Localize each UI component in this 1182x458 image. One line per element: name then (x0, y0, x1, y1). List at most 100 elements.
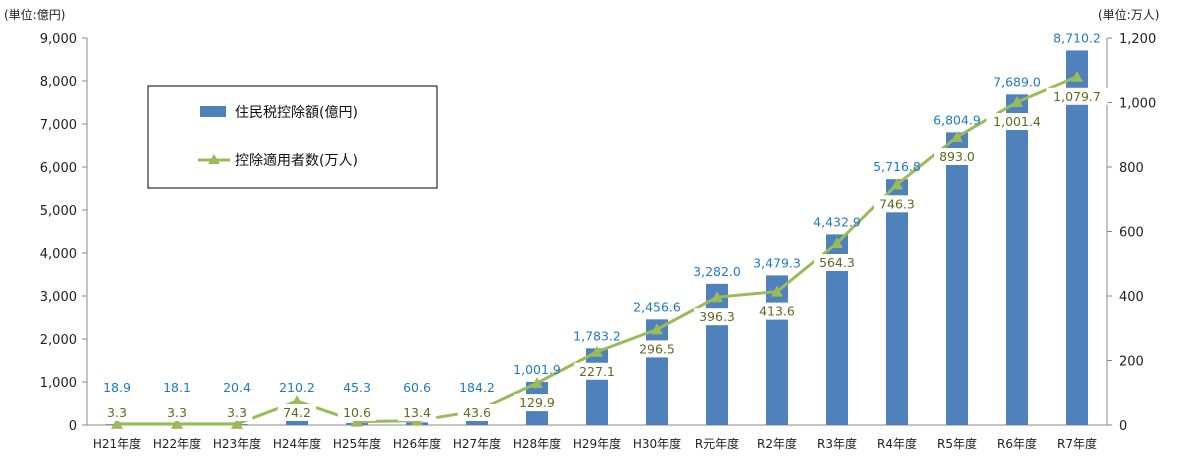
line-point (891, 178, 903, 190)
bar-value-label: 5,716.8 (873, 159, 921, 174)
line-point (351, 415, 363, 427)
legend-bar-label: 住民税控除額(億円) (235, 105, 358, 121)
line-value-label-bg (934, 148, 980, 166)
bar (886, 179, 908, 425)
bar-value-label: 6,804.9 (933, 112, 981, 127)
right-y-axis: 0 200 400 600 800 1,000 1,200 (1107, 32, 1156, 434)
line-point (711, 291, 723, 303)
line-value-label-bg (277, 404, 317, 421)
left-y-tick-label: 0 (69, 419, 77, 434)
line-value-label: 227.1 (579, 364, 615, 379)
bar (586, 348, 608, 425)
bar-value-label: 3,282.0 (693, 264, 741, 279)
line-value-label-bg (574, 362, 620, 380)
x-tick-label: H24年度 (273, 436, 321, 451)
bar-value-label: 1,783.2 (573, 328, 621, 343)
line-value-label-bg (514, 394, 560, 412)
bar (1006, 94, 1028, 426)
line-point (111, 417, 123, 429)
x-tick-label: R4年度 (877, 436, 917, 451)
bar-value-label: 20.4 (223, 380, 251, 395)
right-y-tick-label: 0 (1119, 419, 1127, 434)
bar-value-label: 18.9 (103, 380, 131, 395)
bar-value-label: 4,432.9 (813, 214, 861, 229)
x-tick-label: H30年度 (633, 436, 681, 451)
right-y-tick-label: 800 (1119, 161, 1144, 176)
right-y-tick-label: 600 (1119, 226, 1144, 241)
left-y-tick-label: 8,000 (40, 75, 77, 90)
line-value-label: 564.3 (819, 255, 855, 270)
line-value-label: 3.3 (227, 405, 247, 420)
left-y-tick-label: 6,000 (40, 161, 77, 176)
line-value-label: 3.3 (107, 405, 127, 420)
x-tick-label: R元年度 (695, 436, 739, 451)
right-axis-unit: (単位:万人) (1098, 8, 1160, 22)
bar-value-label: 184.2 (459, 380, 495, 395)
line-value-label: 413.6 (759, 304, 795, 319)
x-tick-label: R5年度 (937, 436, 977, 451)
line-value-label: 10.6 (343, 405, 371, 420)
bar (826, 234, 848, 425)
legend-bar-swatch (200, 106, 226, 117)
line-point (951, 131, 963, 143)
line-value-label-bg (221, 404, 253, 421)
bar (706, 283, 728, 425)
bar-value-label: 1,001.9 (513, 362, 561, 377)
right-y-tick-label: 1,000 (1119, 97, 1156, 112)
left-y-tick-label: 7,000 (40, 118, 77, 133)
line-point (651, 323, 663, 335)
line-point (831, 237, 843, 249)
bar (1066, 50, 1088, 426)
line-value-label-bg (986, 113, 1048, 131)
x-tick-label: H29年度 (573, 436, 621, 451)
bar (766, 275, 788, 425)
line-value-label: 746.3 (879, 196, 915, 211)
left-y-tick-label: 5,000 (40, 204, 77, 219)
line-value-label: 396.3 (699, 309, 735, 324)
line-value-label-bg (397, 404, 437, 421)
x-tick-label: R2年度 (757, 436, 797, 451)
line-value-label: 13.4 (403, 405, 431, 420)
bar-value-label: 210.2 (279, 380, 315, 395)
bar-value-label: 3,479.3 (753, 255, 801, 270)
line-point (771, 285, 783, 297)
line-value-label-bg (457, 404, 497, 421)
bar-data-labels: 18.9 18.1 20.4 210.2 45.3 60.6 184.2 1,001.9 1,7… (103, 30, 1101, 395)
line-value-label: 296.5 (639, 341, 675, 356)
bar-value-label: 60.6 (403, 380, 431, 395)
left-y-tick-label: 1,000 (40, 376, 77, 391)
line-value-label-bg (101, 404, 133, 421)
line-value-label: 3.3 (167, 405, 187, 420)
line-point (291, 395, 303, 407)
bar-value-label: 8,710.2 (1053, 30, 1101, 45)
bar (466, 417, 488, 425)
legend-frame (147, 85, 438, 189)
bar (946, 132, 968, 426)
x-tick-label: H26年度 (393, 436, 441, 451)
x-tick-label: H27年度 (453, 436, 501, 451)
x-tick-label: R3年度 (817, 436, 857, 451)
bar-value-label: 18.1 (163, 380, 191, 395)
left-y-tick-label: 3,000 (40, 290, 77, 305)
line-point (531, 377, 543, 389)
line-value-label-bg (634, 340, 680, 358)
legend-line-label: 控除適用者数(万人) (235, 152, 358, 169)
x-tick-label: H22年度 (153, 436, 201, 451)
line-point (171, 417, 183, 429)
line-point (1071, 70, 1083, 82)
x-tick-label: R6年度 (997, 436, 1037, 451)
left-y-tick-label: 9,000 (40, 32, 77, 47)
line-point (1011, 96, 1023, 108)
line-value-label-bg (337, 404, 377, 421)
x-tick-label: H25年度 (333, 436, 381, 451)
x-tick-label: H28年度 (513, 436, 561, 451)
right-y-tick-label: 400 (1119, 290, 1144, 305)
line-value-label: 1,079.7 (1053, 89, 1101, 104)
left-axis-unit: (単位:億円) (4, 8, 66, 22)
line-data-labels: 3.3 3.3 3.3 74.2 10.6 13.4 43.6 129.9 227.1 296.5… (101, 87, 1108, 421)
bar (646, 319, 668, 425)
x-tick-label: H23年度 (213, 436, 261, 451)
line-value-label: 129.9 (519, 395, 555, 410)
line-value-label: 43.6 (463, 405, 491, 420)
line-point (231, 417, 243, 429)
